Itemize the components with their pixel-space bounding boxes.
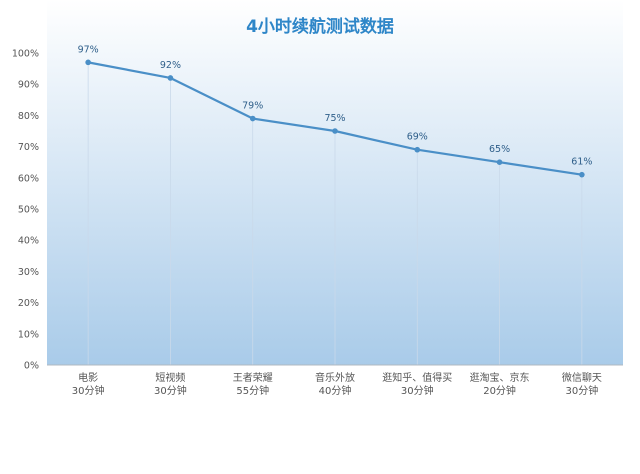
y-tick-label: 90% — [18, 80, 39, 91]
data-label: 97% — [78, 44, 99, 55]
data-label: 92% — [160, 60, 181, 71]
x-axis-ticks: 电影 30分钟 短视频 30分钟 王者荣耀 55分钟 音乐外放 40分钟 逛知乎、值得买 30分钟… — [72, 371, 602, 397]
y-tick-label: 30% — [18, 267, 39, 278]
y-tick-label: 50% — [18, 205, 39, 216]
data-label: 69% — [407, 132, 428, 143]
data-point — [414, 146, 421, 153]
chart-title: 4小时续航测试数据 — [246, 16, 394, 37]
x-tick-label: 音乐外放 40分钟 — [315, 371, 355, 397]
data-points — [85, 59, 585, 178]
data-label: 65% — [489, 144, 510, 155]
x-tick-label: 逛淘宝、京东 20分钟 — [470, 371, 530, 397]
data-label: 79% — [242, 101, 263, 112]
data-point — [496, 159, 503, 165]
y-tick-label: 60% — [18, 173, 39, 184]
x-tick-label: 短视频 30分钟 — [154, 371, 187, 397]
data-label: 61% — [571, 157, 592, 168]
y-tick-label: 40% — [18, 236, 39, 247]
data-point — [579, 171, 585, 178]
y-tick-label: 100% — [12, 49, 39, 60]
y-tick-label: 10% — [18, 329, 39, 340]
x-tick-label: 电影 30分钟 — [72, 371, 105, 397]
data-point — [167, 75, 174, 81]
y-tick-label: 80% — [18, 111, 39, 122]
x-tick-label: 微信聊天 30分钟 — [562, 371, 602, 397]
x-tick-label: 王者荣耀 55分钟 — [233, 372, 273, 397]
y-tick-label: 20% — [18, 298, 39, 309]
data-label: 75% — [324, 113, 345, 124]
data-labels: 97% 92% 79% 75% 69% 65% 61% — [78, 44, 593, 167]
y-tick-label: 70% — [18, 142, 39, 153]
data-point — [332, 128, 338, 134]
y-axis-ticks: 0% 10% 20% 30% 40% 50% 60% 70% 80% 90% 100% — [12, 49, 39, 372]
x-tick-label: 逛知乎、值得买 30分钟 — [382, 371, 452, 397]
y-tick-label: 0% — [24, 361, 39, 372]
category-guides — [87, 62, 583, 365]
data-point — [85, 59, 91, 66]
data-point — [249, 115, 256, 122]
